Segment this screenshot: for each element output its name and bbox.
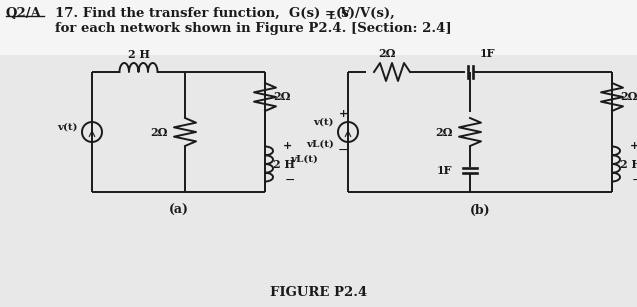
Text: 1F: 1F (436, 165, 452, 176)
Text: −: − (338, 143, 348, 157)
Text: 1F: 1F (480, 48, 496, 59)
Text: vL(t): vL(t) (290, 154, 318, 164)
Text: −: − (285, 173, 296, 186)
Text: L: L (329, 12, 336, 21)
Text: 2Ω: 2Ω (150, 126, 168, 138)
Text: Q2/A: Q2/A (6, 7, 42, 20)
Text: for each network shown in Figure P2.4. [Section: 2.4]: for each network shown in Figure P2.4. [… (55, 22, 452, 35)
Text: +: + (630, 141, 637, 151)
Text: (s)/V(s),: (s)/V(s), (336, 7, 396, 20)
Text: 2 H: 2 H (127, 49, 150, 60)
Text: +: + (338, 109, 348, 119)
Text: FIGURE P2.4: FIGURE P2.4 (270, 286, 367, 299)
Text: −: − (632, 173, 637, 186)
Text: (a): (a) (169, 204, 189, 217)
Text: 17. Find the transfer function,  G(s) = V: 17. Find the transfer function, G(s) = V (55, 7, 351, 20)
Text: 2Ω: 2Ω (273, 91, 290, 103)
Text: v(t): v(t) (57, 122, 78, 131)
Text: vL(t): vL(t) (306, 139, 334, 149)
Text: (b): (b) (469, 204, 490, 217)
Text: 2Ω: 2Ω (436, 126, 453, 138)
Text: v(t): v(t) (313, 118, 334, 126)
Text: 2Ω: 2Ω (378, 48, 396, 59)
Text: 2 H: 2 H (273, 158, 295, 169)
Text: +: + (283, 141, 292, 151)
Text: 2Ω: 2Ω (620, 91, 637, 103)
Text: 2 H: 2 H (620, 158, 637, 169)
FancyBboxPatch shape (0, 0, 637, 55)
